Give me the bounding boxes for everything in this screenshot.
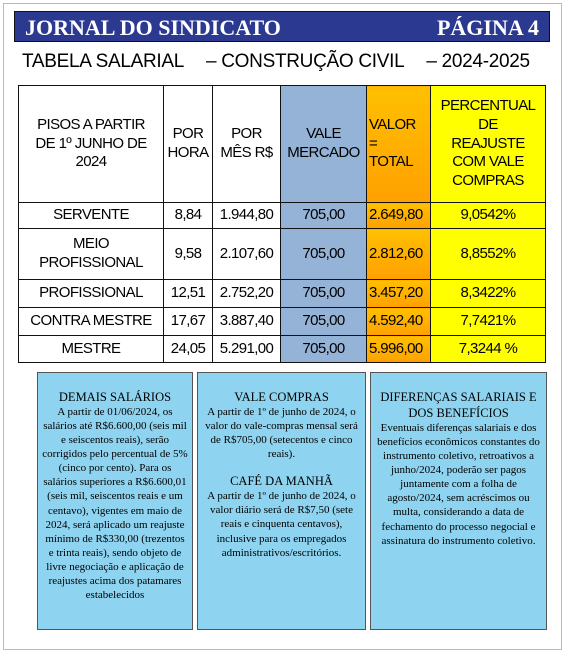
- header-title: JORNAL DO SINDICATO: [25, 15, 281, 40]
- table-cell: 17,67: [163, 307, 213, 336]
- column-header: PISOS A PARTIR DE 1º JUNHO DE 2024: [18, 85, 164, 203]
- table-cell: CONTRA MESTRE: [18, 307, 164, 336]
- table-row: MEIO PROFISSIONAL 9,58 2.107,60 705,00 2.812…: [18, 228, 546, 280]
- table-cell: 9,0542%: [430, 202, 546, 229]
- table-cell: 2.752,20: [212, 279, 281, 308]
- column-header: PERCENTUAL DE REAJUSTE COM VALE COMPRAS: [430, 85, 546, 203]
- table-cell: 5.996,00: [366, 335, 431, 363]
- table-cell: 705,00: [280, 307, 367, 336]
- salary-table: PISOS A PARTIR DE 1º JUNHO DE 2024 POR HO…: [18, 85, 546, 363]
- table-cell: 3.457,20: [366, 279, 431, 308]
- table-cell: 12,51: [163, 279, 213, 308]
- table-cell: 5.291,00: [212, 335, 281, 363]
- header-row: PISOS A PARTIR DE 1º JUNHO DE 2024 POR HO…: [18, 85, 546, 203]
- table-cell: 8,3422%: [430, 279, 546, 308]
- table-row: PROFISSIONAL 12,51 2.752,20 705,00 3.457,20 8…: [18, 279, 546, 308]
- table-cell: MEIO PROFISSIONAL: [18, 228, 164, 280]
- table-cell: 2.812,60: [366, 228, 431, 280]
- column-header: VALOR = TOTAL: [366, 85, 431, 203]
- box-title: DEMAIS SALÁRIOS: [58, 390, 172, 404]
- table-cell: 705,00: [280, 228, 367, 280]
- column-header: POR MÊS R$: [212, 85, 281, 203]
- info-box: DEMAIS SALÁRIOS A partir de 01/06/2024, o…: [37, 372, 193, 630]
- table-cell: 3.887,40: [212, 307, 281, 336]
- table-row: CONTRA MESTRE 17,67 3.887,40 705,00 4.592,40…: [18, 307, 546, 336]
- box-title: CAFÉ DA MANHÃ: [230, 474, 333, 489]
- table-cell: 2.107,60: [212, 228, 281, 280]
- table-cell: MESTRE: [18, 335, 164, 363]
- subtitle-part: – 2024-2025: [426, 51, 530, 72]
- subtitle-part: – CONSTRUÇÃO CIVIL: [206, 51, 405, 72]
- table-cell: 7,3244 %: [430, 335, 546, 363]
- table-cell: 4.592,40: [366, 307, 431, 336]
- table-row: SERVENTE 8,84 1.944,80 705,00 2.649,80 9,0542…: [18, 202, 546, 229]
- table-cell: 705,00: [280, 335, 367, 363]
- table-cell: 705,00: [280, 202, 367, 229]
- frame: [3, 3, 562, 650]
- box-text: A partir de 1º de junho de 2024, o valor…: [205, 406, 358, 461]
- box-text: A partir de 1º de junho de 2024, o valor…: [207, 490, 356, 559]
- column-header: VALE MERCADO: [280, 85, 367, 203]
- subtitle: TABELA SALARIAL – CONSTRUÇÃO CIVIL – 2024-…: [22, 51, 542, 73]
- box-text: A partir de 01/06/2024, os salários até …: [42, 406, 188, 602]
- table-cell: 705,00: [280, 279, 367, 308]
- table-cell: SERVENTE: [18, 202, 164, 229]
- table-cell: 2.649,80: [366, 202, 431, 229]
- table-cell: 1.944,80: [212, 202, 281, 229]
- box-text: Eventuais diferenças salariais e dos ben…: [377, 422, 540, 547]
- table-row: MESTRE 24,05 5.291,00 705,00 5.996,00 7,3244 …: [18, 335, 546, 363]
- table-cell: 9,58: [163, 228, 213, 280]
- subtitle-part: TABELA SALARIAL: [22, 51, 185, 72]
- header-bar: JORNAL DO SINDICATO PÁGINA 4: [14, 11, 550, 42]
- info-box: VALE COMPRAS A partir de 1º de junho de 2…: [197, 372, 366, 630]
- info-box: DIFERENÇAS SALARIAIS E DOS BENEFÍCIOS Eve…: [370, 372, 547, 630]
- table-cell: 24,05: [163, 335, 213, 363]
- table-cell: PROFISSIONAL: [18, 279, 164, 308]
- page-number: PÁGINA 4: [436, 15, 539, 40]
- box-title: VALE COMPRAS: [234, 390, 329, 404]
- box-title: DIFERENÇAS SALARIAIS E DOS BENEFÍCIOS: [380, 390, 537, 420]
- table-cell: 8,8552%: [430, 228, 546, 280]
- column-header: POR HORA: [163, 85, 213, 203]
- table-cell: 7,7421%: [430, 307, 546, 336]
- table-cell: 8,84: [163, 202, 213, 229]
